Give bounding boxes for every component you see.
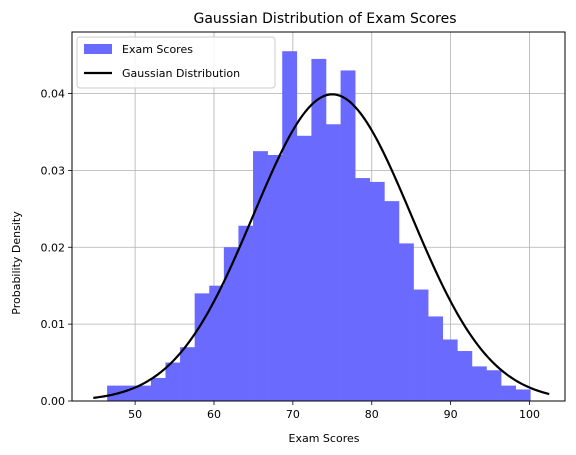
histogram-bar — [515, 389, 531, 401]
x-tick-label: 100 — [519, 408, 540, 421]
histogram-bar — [384, 201, 400, 401]
histogram-bar — [325, 124, 341, 401]
x-axis-ticks: 50 60 70 80 90 100 — [128, 401, 540, 421]
histogram-bar — [369, 181, 385, 401]
legend-swatch-exam-scores — [84, 44, 112, 54]
y-tick-label: 0.01 — [41, 318, 66, 331]
x-tick-label: 60 — [207, 408, 221, 421]
y-axis-ticks: 0.00 0.01 0.02 0.03 0.04 — [41, 88, 72, 408]
histogram-bar — [471, 366, 487, 401]
x-axis-label: Exam Scores — [289, 432, 360, 445]
legend-label-exam-scores: Exam Scores — [122, 43, 193, 56]
histogram-bar — [355, 178, 371, 401]
y-tick-label: 0.00 — [41, 395, 66, 408]
legend-box — [76, 36, 276, 89]
histogram-bar — [282, 51, 298, 401]
y-tick-label: 0.03 — [41, 164, 66, 177]
histogram-bar — [150, 377, 166, 401]
x-tick-label: 90 — [444, 408, 458, 421]
plot-frame — [71, 31, 566, 402]
y-tick-label: 0.02 — [41, 241, 66, 254]
histogram-bar — [413, 289, 429, 401]
legend-label-gaussian-distribution: Gaussian Distribution — [122, 67, 240, 80]
histogram-bar — [136, 385, 152, 401]
histogram-bar — [194, 293, 210, 401]
histogram-bar — [486, 370, 502, 401]
legend: Exam Scores Gaussian Distribution — [76, 36, 276, 89]
histogram-bar — [457, 351, 473, 401]
histogram-bar — [165, 362, 181, 401]
histogram-bars — [107, 51, 531, 401]
histogram-bar — [340, 70, 356, 401]
histogram-bar — [267, 155, 283, 401]
histogram-bar — [223, 247, 239, 401]
gaussian-curve-group — [93, 93, 550, 399]
gaussian-curve — [93, 93, 550, 399]
y-axis-label: Probability Density — [10, 211, 23, 315]
chart-title: Gaussian Distribution of Exam Scores — [193, 11, 456, 27]
histogram-bar — [398, 243, 414, 401]
histogram-bar — [296, 135, 312, 401]
histogram-bar — [209, 285, 225, 401]
x-tick-label: 50 — [128, 408, 142, 421]
histogram-bar — [253, 151, 268, 401]
histogram-bar — [501, 385, 516, 401]
y-tick-label: 0.04 — [41, 88, 66, 101]
histogram-bar — [180, 347, 195, 401]
histogram-bar — [238, 225, 254, 401]
x-tick-label: 70 — [286, 408, 300, 421]
histogram-bar — [428, 316, 444, 401]
x-tick-label: 80 — [365, 408, 379, 421]
histogram-bar — [311, 58, 327, 401]
histogram-bar — [442, 339, 458, 401]
